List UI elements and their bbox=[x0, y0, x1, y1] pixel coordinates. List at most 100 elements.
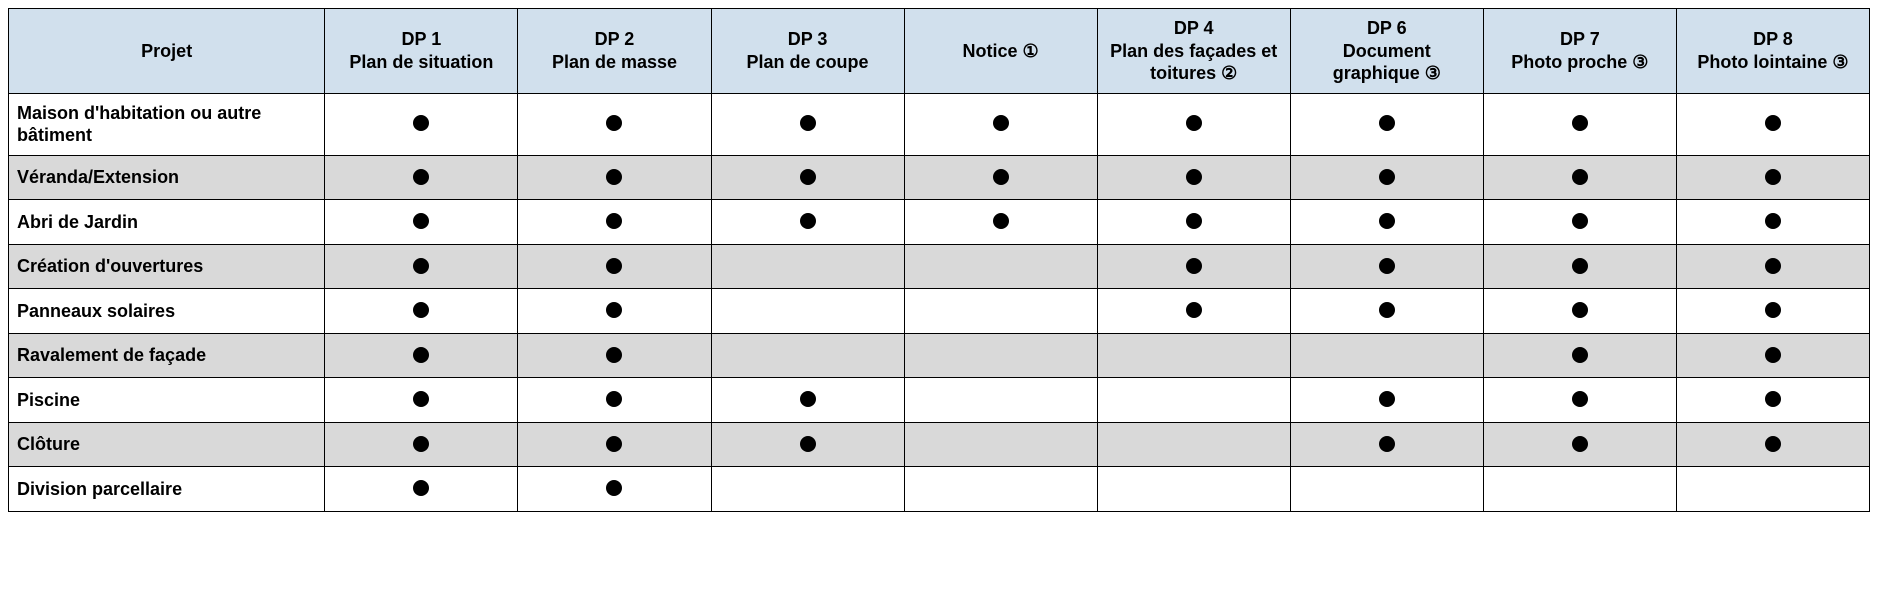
cell bbox=[1290, 155, 1483, 200]
cell bbox=[325, 200, 518, 245]
col-header-dp-1: DP 1Plan de situation bbox=[325, 9, 518, 94]
cell bbox=[904, 244, 1097, 289]
row-label: Division parcellaire bbox=[9, 467, 325, 512]
dot-icon bbox=[606, 480, 622, 496]
cell bbox=[904, 93, 1097, 155]
cell bbox=[325, 244, 518, 289]
dot-icon bbox=[800, 115, 816, 131]
dot-icon bbox=[606, 302, 622, 318]
dot-icon bbox=[606, 213, 622, 229]
dot-icon bbox=[1572, 347, 1588, 363]
dot-icon bbox=[1765, 347, 1781, 363]
cell bbox=[518, 289, 711, 334]
cell bbox=[325, 378, 518, 423]
cell bbox=[1676, 289, 1869, 334]
cell bbox=[1290, 378, 1483, 423]
cell bbox=[518, 467, 711, 512]
dot-icon bbox=[1379, 391, 1395, 407]
table-row: Ravalement de façade bbox=[9, 333, 1870, 378]
cell bbox=[518, 422, 711, 467]
cell bbox=[1676, 378, 1869, 423]
dot-icon bbox=[606, 347, 622, 363]
col-header-dp-8: DP 8Photo lointaine ③ bbox=[1676, 9, 1869, 94]
dot-icon bbox=[993, 115, 1009, 131]
cell bbox=[711, 422, 904, 467]
cell bbox=[711, 467, 904, 512]
col-header-dp-5: DP 4Plan des façades et toitures ② bbox=[1097, 9, 1290, 94]
table-head: ProjetDP 1Plan de situationDP 2Plan de m… bbox=[9, 9, 1870, 94]
cell bbox=[325, 155, 518, 200]
row-label: Ravalement de façade bbox=[9, 333, 325, 378]
col-header-dp-2: DP 2Plan de masse bbox=[518, 9, 711, 94]
cell bbox=[904, 422, 1097, 467]
col-header-dp-7: DP 7Photo proche ③ bbox=[1483, 9, 1676, 94]
dot-icon bbox=[413, 302, 429, 318]
col-header-dp-3: DP 3Plan de coupe bbox=[711, 9, 904, 94]
cell bbox=[518, 93, 711, 155]
cell bbox=[1290, 422, 1483, 467]
dot-icon bbox=[1572, 213, 1588, 229]
dot-icon bbox=[1379, 169, 1395, 185]
cell bbox=[711, 200, 904, 245]
cell bbox=[1676, 467, 1869, 512]
dot-icon bbox=[413, 258, 429, 274]
cell bbox=[711, 155, 904, 200]
cell bbox=[325, 467, 518, 512]
cell bbox=[325, 289, 518, 334]
dot-icon bbox=[413, 169, 429, 185]
col-header-dp-6: DP 6Document graphique ③ bbox=[1290, 9, 1483, 94]
cell bbox=[1483, 467, 1676, 512]
row-label: Piscine bbox=[9, 378, 325, 423]
cell bbox=[1483, 378, 1676, 423]
table-row: Création d'ouvertures bbox=[9, 244, 1870, 289]
dot-icon bbox=[1572, 391, 1588, 407]
dot-icon bbox=[1572, 436, 1588, 452]
row-label: Création d'ouvertures bbox=[9, 244, 325, 289]
dot-icon bbox=[800, 391, 816, 407]
cell bbox=[1097, 378, 1290, 423]
dot-icon bbox=[800, 213, 816, 229]
dot-icon bbox=[413, 347, 429, 363]
cell bbox=[1290, 244, 1483, 289]
dot-icon bbox=[800, 169, 816, 185]
cell bbox=[1097, 467, 1290, 512]
cell bbox=[711, 378, 904, 423]
cell bbox=[1483, 244, 1676, 289]
cell bbox=[1097, 93, 1290, 155]
cell bbox=[518, 333, 711, 378]
cell bbox=[1097, 333, 1290, 378]
dot-icon bbox=[1379, 436, 1395, 452]
row-label: Panneaux solaires bbox=[9, 289, 325, 334]
cell bbox=[1097, 244, 1290, 289]
cell bbox=[1290, 467, 1483, 512]
dot-icon bbox=[993, 213, 1009, 229]
cell bbox=[904, 333, 1097, 378]
dot-icon bbox=[1379, 302, 1395, 318]
table-row: Maison d'habitation ou autre bâtiment bbox=[9, 93, 1870, 155]
cell bbox=[1097, 289, 1290, 334]
dot-icon bbox=[1765, 436, 1781, 452]
cell bbox=[518, 155, 711, 200]
dot-icon bbox=[1765, 213, 1781, 229]
cell bbox=[325, 93, 518, 155]
dot-icon bbox=[413, 115, 429, 131]
table-row: Abri de Jardin bbox=[9, 200, 1870, 245]
dot-icon bbox=[1572, 169, 1588, 185]
cell bbox=[1483, 333, 1676, 378]
dot-icon bbox=[1765, 258, 1781, 274]
dot-icon bbox=[993, 169, 1009, 185]
dot-icon bbox=[800, 436, 816, 452]
cell bbox=[904, 289, 1097, 334]
dp-required-docs-table: ProjetDP 1Plan de situationDP 2Plan de m… bbox=[8, 8, 1870, 512]
cell bbox=[1483, 155, 1676, 200]
row-label: Véranda/Extension bbox=[9, 155, 325, 200]
cell bbox=[1097, 155, 1290, 200]
cell bbox=[1676, 155, 1869, 200]
cell bbox=[1290, 93, 1483, 155]
dot-icon bbox=[1186, 169, 1202, 185]
dot-icon bbox=[1572, 258, 1588, 274]
cell bbox=[904, 467, 1097, 512]
table-row: Piscine bbox=[9, 378, 1870, 423]
cell bbox=[1676, 422, 1869, 467]
cell bbox=[1676, 200, 1869, 245]
